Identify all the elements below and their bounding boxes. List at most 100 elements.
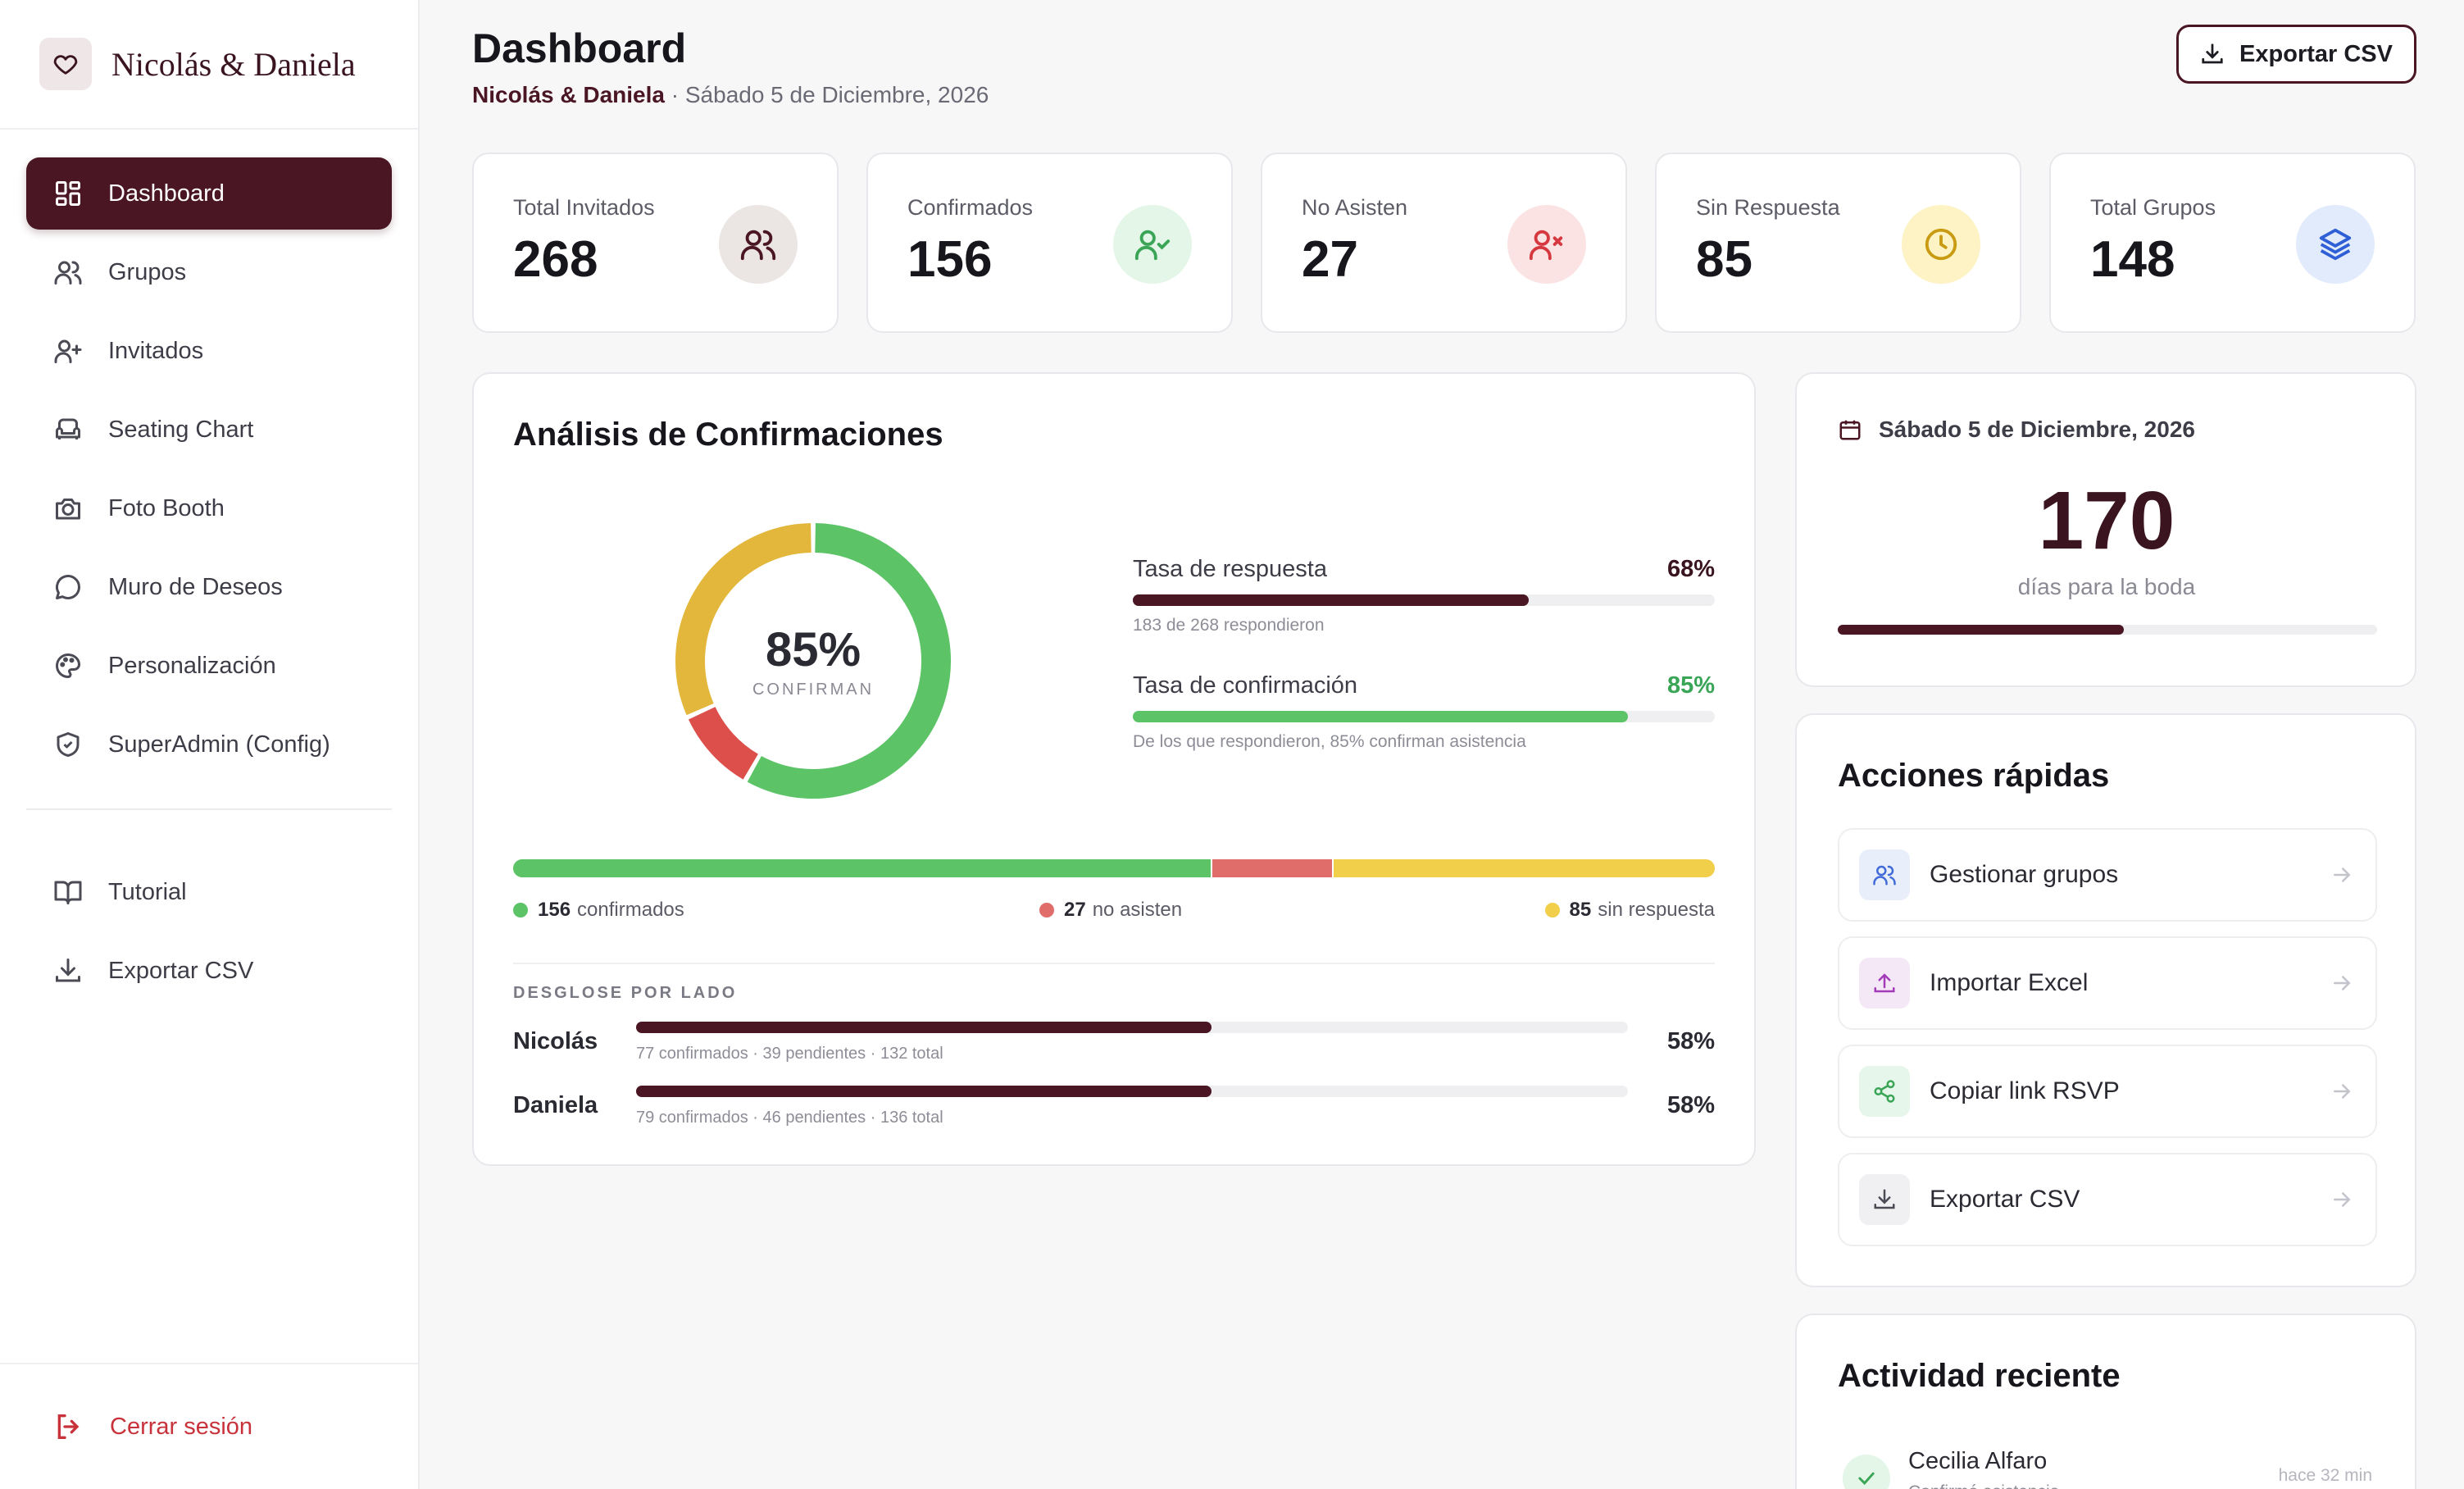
side-fill — [636, 1086, 1212, 1097]
confirmation-rate: Tasa de confirmación 85% De los que resp… — [1133, 672, 1715, 752]
sidebar-item-personalizacion[interactable]: Personalización — [26, 630, 392, 702]
legend-count: 85 — [1569, 899, 1592, 921]
action-importar-excel[interactable]: Importar Excel — [1838, 936, 2377, 1030]
legend-pending: 85 sin respuesta — [1544, 899, 1715, 922]
countdown-date-text: Sábado 5 de Diciembre, 2026 — [1879, 417, 2195, 442]
legend-count: 156 — [538, 899, 571, 921]
legend-dot — [1544, 903, 1560, 918]
action-gestionar-grupos[interactable]: Gestionar grupos — [1838, 828, 2377, 922]
stat-value: 27 — [1302, 231, 1358, 288]
response-rate-fill — [1133, 594, 1529, 606]
side-track — [636, 1086, 1628, 1097]
confirmation-rate-track — [1133, 711, 1715, 722]
stack-segment-declined — [1212, 859, 1334, 877]
brand[interactable]: Nicolás & Daniela — [0, 0, 418, 130]
recent-activity-card: Actividad reciente Cecilia Alfaro Confir… — [1795, 1314, 2416, 1489]
confirmation-rate-note: De los que respondieron, 85% confirman a… — [1133, 732, 1526, 751]
action-label: Importar Excel — [1930, 969, 2089, 996]
download-icon — [1859, 1174, 1910, 1225]
stat-card-confirmados: Confirmados 156 — [866, 153, 1233, 333]
stat-value: 156 — [907, 231, 993, 288]
sidebar-item-muro-de-deseos[interactable]: Muro de Deseos — [26, 551, 392, 623]
action-copiar-link-rsvp[interactable]: Copiar link RSVP — [1838, 1045, 2377, 1138]
quick-actions-card: Acciones rápidas Gestionar grupos Import… — [1795, 713, 2416, 1287]
side-name: Daniela — [513, 1092, 598, 1118]
donut-percentage: 85% — [765, 623, 861, 676]
sidebar-item-exportar-csv[interactable]: Exportar CSV — [26, 935, 392, 1007]
couple-name: Nicolás & Daniela — [472, 82, 665, 107]
user-x-icon — [1507, 205, 1586, 284]
users-icon — [719, 205, 798, 284]
stat-card-no-asisten: No Asisten 27 — [1261, 153, 1627, 333]
user-check-icon — [1113, 205, 1192, 284]
breakdown-divider — [513, 963, 1715, 964]
page-subtitle: Nicolás & Daniela · Sábado 5 de Diciembr… — [472, 82, 989, 108]
countdown-label: días para la boda — [2017, 574, 2196, 599]
sidebar-item-superadmin[interactable]: SuperAdmin (Config) — [26, 708, 392, 781]
arrow-right-icon — [2330, 1079, 2354, 1104]
legend-text: no asisten — [1092, 899, 1183, 921]
legend-text: confirmados — [577, 899, 684, 921]
sidebar-item-label: Grupos — [108, 258, 187, 285]
book-open-icon — [52, 877, 84, 908]
sidebar-item-seating-chart[interactable]: Seating Chart — [26, 394, 392, 466]
activity-item: Cecilia Alfaro Confirmó asistencia hace … — [1838, 1445, 2377, 1489]
recent-activity-title: Actividad reciente — [1838, 1358, 2121, 1394]
stat-value: 148 — [2090, 231, 2175, 288]
countdown-progress-fill — [1838, 625, 2124, 635]
sidebar-item-foto-booth[interactable]: Foto Booth — [26, 472, 392, 544]
quick-actions-title: Acciones rápidas — [1838, 758, 2110, 794]
download-icon — [2200, 42, 2225, 66]
analysis-title: Análisis de Confirmaciones — [513, 417, 943, 453]
legend-dot — [513, 903, 528, 918]
side-fill — [636, 1022, 1212, 1033]
sidebar-item-label: Dashboard — [108, 180, 225, 207]
side-percentage: 58% — [1666, 1092, 1715, 1118]
confirmation-rate-value: 85% — [1666, 672, 1715, 699]
sidebar-item-label: Personalización — [108, 652, 276, 679]
sidebar-item-label: Foto Booth — [108, 494, 225, 521]
sidebar-item-grupos[interactable]: Grupos — [26, 236, 392, 308]
stack-segment-confirmed — [513, 859, 1213, 877]
stat-label: Total Invitados — [513, 195, 655, 220]
stat-label: Total Grupos — [2090, 195, 2216, 220]
message-circle-icon — [52, 571, 84, 603]
action-exportar-csv[interactable]: Exportar CSV — [1838, 1153, 2377, 1246]
download-icon — [52, 955, 84, 986]
sidebar-item-tutorial[interactable]: Tutorial — [26, 856, 392, 928]
stat-card-sin-respuesta: Sin Respuesta 85 — [1655, 153, 2021, 333]
nav-divider — [26, 808, 392, 810]
sidebar-item-invitados[interactable]: Invitados — [26, 315, 392, 387]
donut-center: 85% CONFIRMAN — [666, 513, 961, 808]
arrow-right-icon — [2330, 863, 2354, 887]
sidebar-item-dashboard[interactable]: Dashboard — [26, 157, 392, 230]
event-date: · Sábado 5 de Diciembre, 2026 — [664, 82, 989, 107]
sidebar-item-label: Muro de Deseos — [108, 573, 283, 600]
status-stacked-bar — [513, 859, 1715, 877]
sidebar-item-label: Tutorial — [108, 878, 187, 905]
breakdown-title: DESGLOSE POR LADO — [513, 984, 738, 1002]
export-csv-button[interactable]: Exportar CSV — [2176, 25, 2416, 84]
stat-label: Sin Respuesta — [1696, 195, 1840, 220]
stat-label: Confirmados — [907, 195, 1034, 220]
stat-value: 85 — [1696, 231, 1753, 288]
logout-button[interactable]: Cerrar sesión — [0, 1363, 418, 1489]
response-rate: Tasa de respuesta 68% 183 de 268 respond… — [1133, 556, 1715, 635]
donut-segment-declined — [688, 706, 759, 780]
donut-segment-pending — [675, 523, 812, 716]
side-track — [636, 1022, 1628, 1033]
legend-declined: 27 no asisten — [1039, 899, 1182, 922]
side-note: 79 confirmados · 46 pendientes · 136 tot… — [636, 1109, 943, 1127]
stat-label: No Asisten — [1302, 195, 1408, 220]
users-icon — [1859, 849, 1910, 900]
stat-value: 268 — [513, 231, 598, 288]
action-label: Exportar CSV — [1930, 1186, 2080, 1213]
confirmation-donut: 85% CONFIRMAN — [666, 513, 961, 808]
upload-icon — [1859, 958, 1910, 1009]
activity-time: hace 32 min — [2278, 1466, 2372, 1485]
sidebar-item-label: Exportar CSV — [108, 957, 254, 984]
sidebar-item-label: Invitados — [108, 337, 204, 364]
countdown-card: Sábado 5 de Diciembre, 2026 170 días par… — [1795, 372, 2416, 687]
sofa-icon — [52, 414, 84, 445]
arrow-right-icon — [2330, 971, 2354, 995]
